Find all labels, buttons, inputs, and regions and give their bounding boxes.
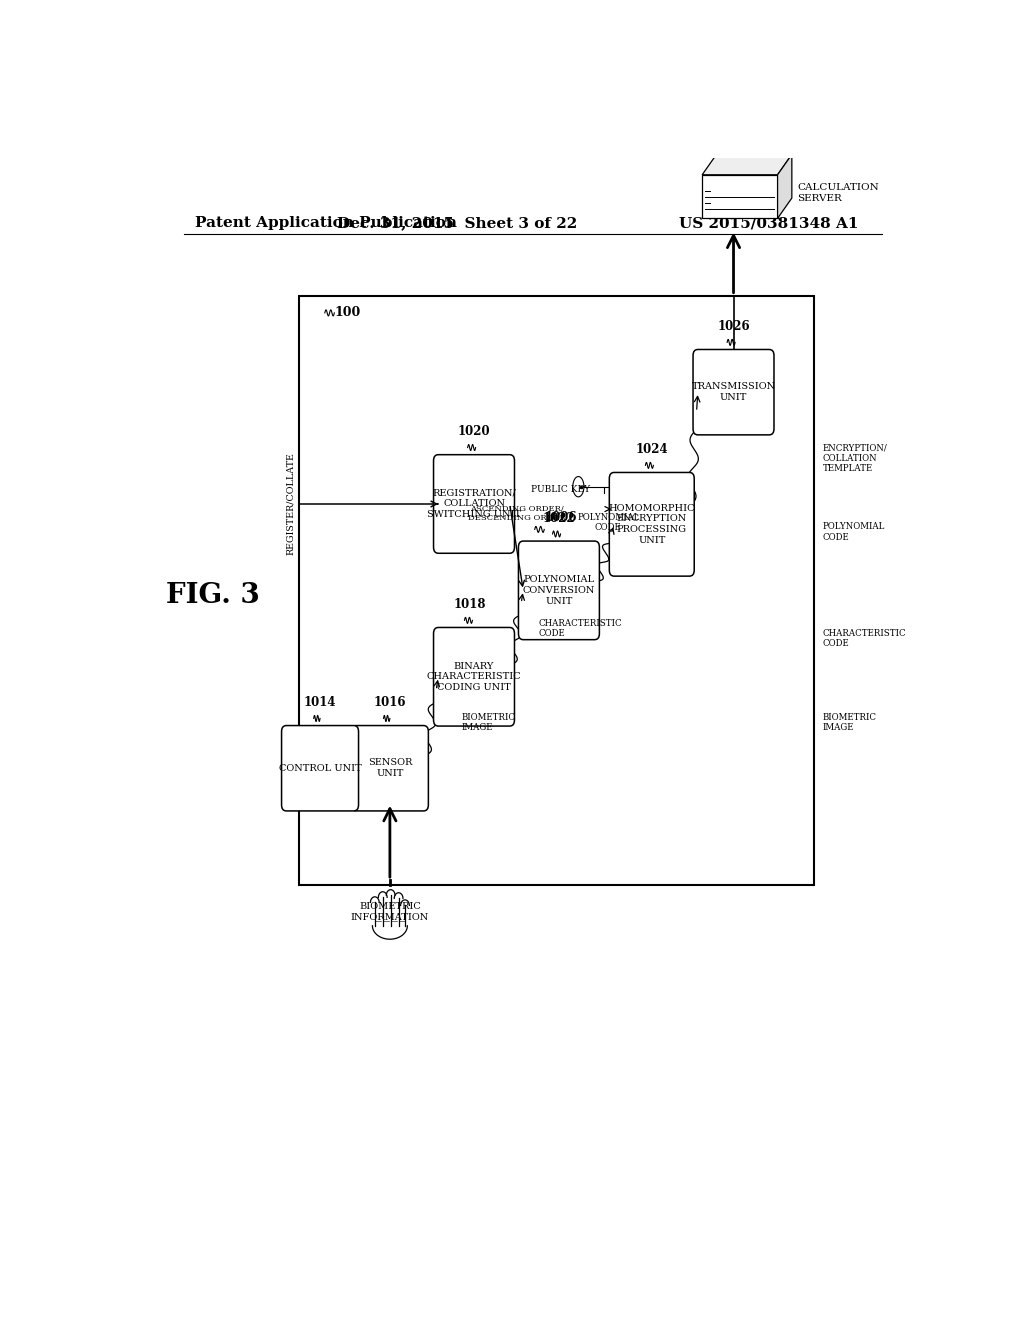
Text: TRANSMISSION
UNIT: TRANSMISSION UNIT <box>691 383 775 403</box>
Polygon shape <box>777 154 792 218</box>
Text: Patent Application Publication: Patent Application Publication <box>196 216 458 231</box>
Bar <box>299 296 814 886</box>
FancyBboxPatch shape <box>433 627 514 726</box>
Text: REGISTRATION/
COLLATION
SWITCHING UNIT: REGISTRATION/ COLLATION SWITCHING UNIT <box>427 488 521 519</box>
Text: POLYNOMIAL
CODE: POLYNOMIAL CODE <box>578 512 640 532</box>
Text: BIOMETRIC
IMAGE: BIOMETRIC IMAGE <box>461 713 515 733</box>
Text: CONTROL UNIT: CONTROL UNIT <box>279 764 361 772</box>
Text: BINARY
CHARACTERISTIC
CODING UNIT: BINARY CHARACTERISTIC CODING UNIT <box>427 661 521 692</box>
Text: 100: 100 <box>334 306 360 319</box>
Text: BIOMETRIC
INFORMATION: BIOMETRIC INFORMATION <box>351 903 429 921</box>
Text: ASCENDING ORDER/
DESCENDING ORDER: ASCENDING ORDER/ DESCENDING ORDER <box>468 504 565 521</box>
Text: FIG. 3: FIG. 3 <box>166 582 260 609</box>
FancyBboxPatch shape <box>282 726 358 810</box>
Polygon shape <box>702 154 792 174</box>
Text: 1016: 1016 <box>374 696 407 709</box>
Text: Dec. 31, 2015  Sheet 3 of 22: Dec. 31, 2015 Sheet 3 of 22 <box>337 216 578 231</box>
Text: 1022: 1022 <box>543 512 575 525</box>
Text: CHARACTERISTIC
CODE: CHARACTERISTIC CODE <box>539 619 623 638</box>
Text: 1018: 1018 <box>454 598 486 611</box>
Text: 1024: 1024 <box>636 444 668 457</box>
Text: POLYNOMIAL
CONVERSION
UNIT: POLYNOMIAL CONVERSION UNIT <box>522 576 595 606</box>
Text: 1006: 1006 <box>544 511 577 524</box>
FancyBboxPatch shape <box>518 541 599 640</box>
Text: HOMOMORPHIC
ENCRYPTION
PROCESSING
UNIT: HOMOMORPHIC ENCRYPTION PROCESSING UNIT <box>608 504 695 545</box>
FancyBboxPatch shape <box>693 350 774 434</box>
FancyBboxPatch shape <box>609 473 694 576</box>
Text: US 2015/0381348 A1: US 2015/0381348 A1 <box>679 216 858 231</box>
Text: ENCRYPTION/
COLLATION
TEMPLATE: ENCRYPTION/ COLLATION TEMPLATE <box>822 444 887 473</box>
Text: 1014: 1014 <box>304 696 336 709</box>
Text: 1026: 1026 <box>717 321 750 333</box>
Text: REGISTER/COLLATE: REGISTER/COLLATE <box>286 453 295 556</box>
Text: 1020: 1020 <box>458 425 490 438</box>
Text: PUBLIC KEY: PUBLIC KEY <box>530 484 590 494</box>
Text: POLYNOMIAL
CODE: POLYNOMIAL CODE <box>822 523 885 541</box>
Bar <box>702 174 777 218</box>
Text: BIOMETRIC
IMAGE: BIOMETRIC IMAGE <box>822 713 877 733</box>
Text: CHARACTERISTIC
CODE: CHARACTERISTIC CODE <box>822 628 906 648</box>
FancyBboxPatch shape <box>433 454 514 553</box>
Text: SENSOR
UNIT: SENSOR UNIT <box>368 759 412 777</box>
Text: CALCULATION
SERVER: CALCULATION SERVER <box>798 183 880 203</box>
FancyBboxPatch shape <box>351 726 428 810</box>
